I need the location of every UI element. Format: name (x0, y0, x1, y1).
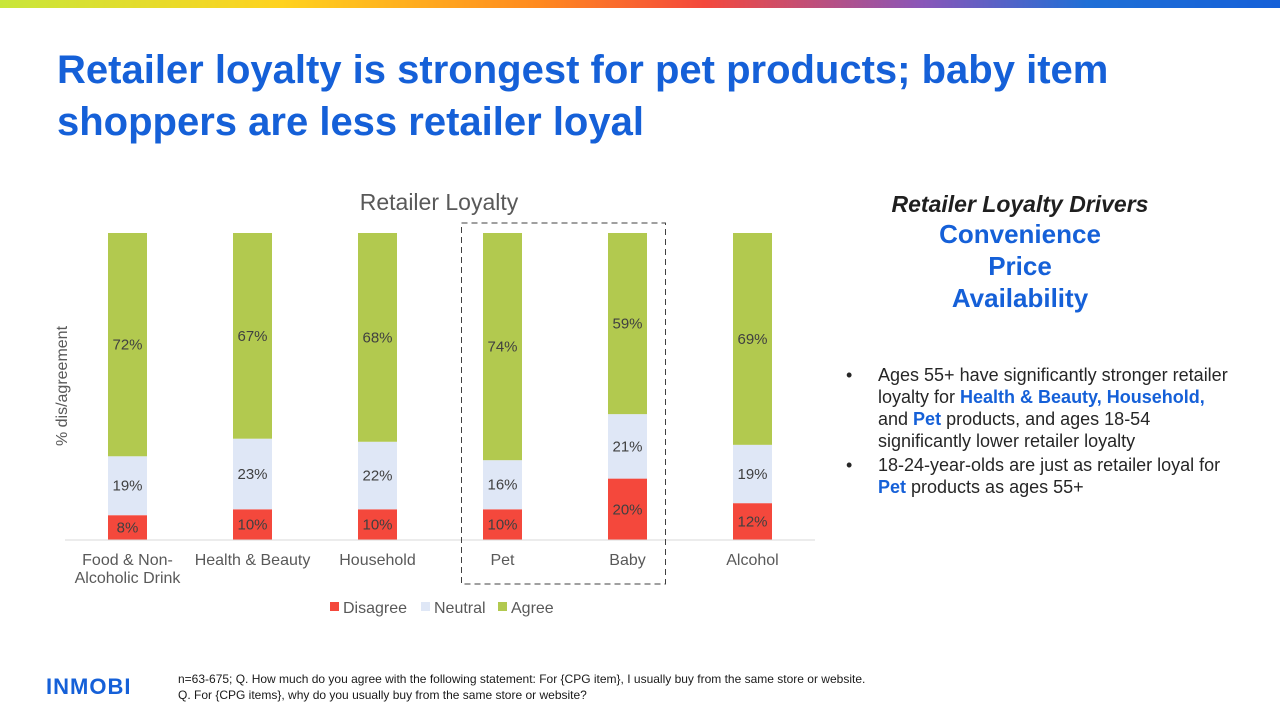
bullet-text: Ages 55+ have significantly stronger ret… (878, 365, 1228, 407)
legend-label: Disagree (343, 600, 407, 617)
legend-swatch (330, 602, 339, 611)
data-label: 19% (112, 478, 142, 495)
bar-agree (233, 233, 272, 439)
x-tick-label: Pet (490, 552, 515, 569)
bullet-item-age18-24: • 18-24-year-olds are just as retailer l… (846, 454, 1236, 498)
data-label: 72% (112, 337, 142, 354)
bullet-text: products, and ages 18-54 significantly l… (878, 409, 1151, 451)
legend-label: Agree (511, 600, 554, 617)
bullet-list: • Ages 55+ have significantly stronger r… (846, 364, 1236, 500)
slide-title: Retailer loyalty is strongest for pet pr… (57, 48, 1109, 144)
bar-neutral (608, 414, 647, 479)
bar-disagree (358, 509, 397, 540)
bar-disagree (733, 503, 772, 540)
data-label: 67% (237, 328, 267, 345)
inmobi-logo: INMOBI (46, 674, 131, 698)
bullet-highlight: Pet (913, 409, 942, 429)
footnote: n=63-675; Q. How much do you agree with … (178, 671, 1258, 703)
data-label: 59% (612, 316, 642, 333)
data-label: 19% (737, 466, 767, 483)
bullet-highlight: Health & Beauty, Household, (960, 387, 1205, 407)
legend-swatch (421, 602, 430, 611)
data-label: 8% (117, 520, 139, 537)
bar-disagree (608, 478, 647, 540)
data-label: 74% (487, 339, 517, 356)
bar-neutral (108, 456, 147, 516)
bar-neutral (483, 460, 522, 510)
bullet-item-age55: • Ages 55+ have significantly stronger r… (846, 364, 1236, 452)
x-tick-label: Baby (609, 552, 645, 569)
data-label: 23% (237, 466, 267, 483)
bullet-text: and (878, 409, 914, 429)
data-label: 10% (237, 517, 267, 534)
data-label: 22% (362, 468, 392, 485)
driver-availability: Availability (951, 283, 1089, 313)
footnote-line-2: Q. For {CPG items}, why do you usually b… (178, 688, 587, 702)
x-tick-label: Food & Non-Alcoholic Drink (75, 552, 182, 587)
logo-text: INMOBI (46, 674, 131, 698)
driver-convenience: Convenience (939, 219, 1101, 249)
bullet-text: 18-24-year-olds are just as retailer loy… (878, 455, 1221, 475)
data-label: 10% (487, 517, 517, 534)
data-label: 21% (612, 438, 642, 455)
bar-agree (108, 233, 147, 457)
x-tick-label: Household (339, 552, 416, 569)
retailer-loyalty-chart: Retailer Loyalty % dis/agreement 8% 19% 72% 1… (54, 189, 815, 617)
bullet-dot-icon: • (846, 365, 853, 385)
driver-price: Price (988, 251, 1052, 281)
bullet-dot-icon: • (846, 455, 853, 475)
x-tick-label: Health & Beauty (195, 552, 311, 569)
bar-neutral (358, 441, 397, 510)
y-axis-label: % dis/agreement (54, 325, 71, 446)
data-label: 20% (612, 501, 642, 518)
footnote-line-1: n=63-675; Q. How much do you agree with … (178, 672, 866, 686)
data-label: 68% (362, 329, 392, 346)
legend-swatch (498, 602, 507, 611)
data-label: 16% (487, 477, 517, 494)
data-label: 69% (737, 331, 767, 348)
top-gradient-bar (0, 0, 1280, 8)
bullet-highlight: Pet (878, 477, 907, 497)
data-label: 10% (362, 517, 392, 534)
bar-disagree (233, 509, 272, 540)
bar-agree (733, 233, 772, 445)
bullet-text: products as ages 55+ (906, 477, 1084, 497)
bar-disagree (108, 515, 147, 540)
loyalty-drivers: Retailer Loyalty Drivers Convenience Pri… (820, 190, 1220, 314)
drivers-heading: Retailer Loyalty Drivers (891, 191, 1149, 217)
bar-neutral (733, 444, 772, 504)
data-label: 12% (737, 514, 767, 531)
legend-label: Neutral (434, 600, 486, 617)
bar-agree (358, 233, 397, 442)
bar-neutral (233, 438, 272, 510)
chart-title: Retailer Loyalty (360, 189, 519, 215)
highlight-box (461, 222, 666, 585)
bar-agree (483, 233, 522, 461)
x-tick-label: Alcohol (726, 552, 778, 569)
bar-disagree (483, 509, 522, 540)
bar-agree (608, 233, 647, 415)
